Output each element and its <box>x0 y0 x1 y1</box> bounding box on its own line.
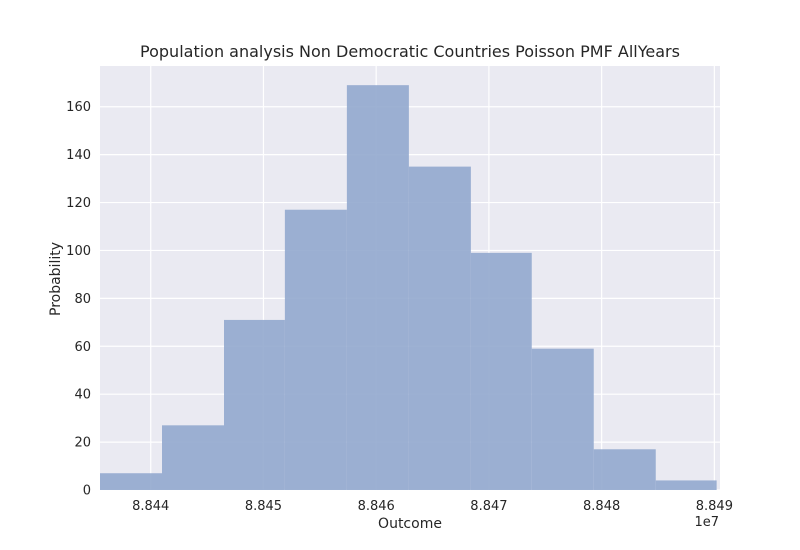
histogram-bar <box>531 348 594 490</box>
y-tick-label: 60 <box>74 340 91 355</box>
x-tick-label: 8.848 <box>583 499 620 514</box>
histogram-bar <box>224 319 285 490</box>
x-tick-label: 8.849 <box>696 499 733 514</box>
y-tick-label: 0 <box>83 484 91 499</box>
chart-title: Population analysis Non Democratic Count… <box>140 42 680 61</box>
y-axis-ticks: 0 20 40 60 80 100 120 140 160 <box>66 100 91 498</box>
histogram-bar <box>655 480 717 490</box>
y-axis-label: Probability <box>48 242 64 316</box>
histogram-bar <box>470 252 532 490</box>
x-tick-label: 8.846 <box>358 499 395 514</box>
y-tick-label: 160 <box>66 100 91 115</box>
histogram-bar <box>284 209 347 490</box>
histogram-bar <box>346 85 409 490</box>
histogram-bar <box>408 166 471 490</box>
histogram-bar <box>162 425 224 490</box>
histogram-bar <box>100 473 162 490</box>
y-tick-label: 100 <box>66 244 91 259</box>
histogram-bar <box>593 449 656 490</box>
x-tick-label: 8.847 <box>470 499 507 514</box>
histogram-bars <box>100 85 717 490</box>
x-tick-label: 8.845 <box>245 499 282 514</box>
x-tick-label: 8.844 <box>132 499 169 514</box>
y-tick-label: 40 <box>74 388 91 403</box>
y-tick-label: 20 <box>74 436 91 451</box>
y-tick-label: 120 <box>66 196 91 211</box>
y-tick-label: 80 <box>74 292 91 307</box>
x-axis-ticks: 8.844 8.845 8.846 8.847 8.848 8.849 <box>132 499 733 514</box>
x-axis-offset-label: 1e7 <box>694 515 719 530</box>
y-tick-label: 140 <box>66 148 91 163</box>
x-axis-label: Outcome <box>378 516 442 532</box>
